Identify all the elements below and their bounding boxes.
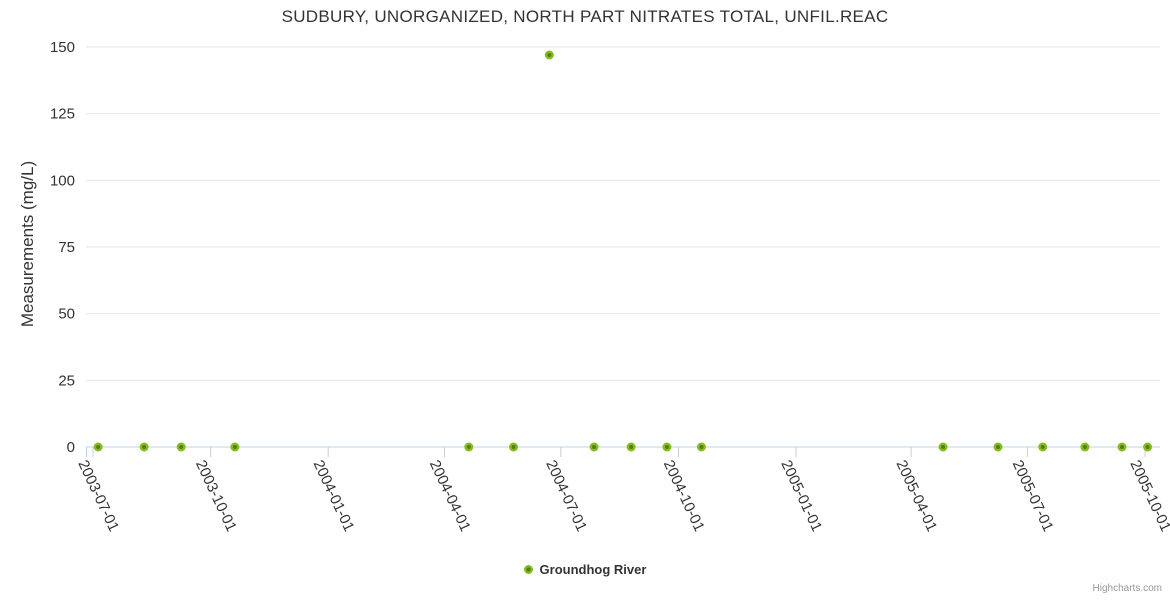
legend-item-groundhog-river[interactable]: Groundhog River: [0, 562, 1170, 577]
series-marker-icon: [523, 565, 533, 574]
y-axis-tick-label: 0: [67, 439, 75, 456]
data-point[interactable]: [139, 442, 149, 452]
data-point[interactable]: [176, 442, 186, 452]
data-point[interactable]: [544, 50, 554, 60]
x-axis-tick-label: 2004-04-01: [426, 458, 474, 535]
data-point[interactable]: [230, 442, 240, 452]
y-axis-tick-label: 150: [50, 39, 75, 56]
x-axis-tick-label: 2004-01-01: [310, 458, 358, 535]
x-axis-tick-label: 2005-01-01: [777, 458, 825, 535]
data-point[interactable]: [589, 442, 599, 452]
y-axis-tick-label: 100: [50, 172, 75, 189]
x-axis-tick-label: 2005-07-01: [1009, 458, 1057, 535]
x-axis-tick-label: 2005-04-01: [892, 458, 940, 535]
series-legend-label: Groundhog River: [539, 562, 647, 577]
data-point[interactable]: [509, 442, 519, 452]
y-axis-tick-label: 25: [58, 372, 75, 389]
highcharts-credit-link[interactable]: Highcharts.com: [1092, 583, 1162, 594]
x-axis-tick-label: 2003-07-01: [74, 458, 122, 535]
x-axis-tick-label: 2004-10-01: [660, 458, 708, 535]
data-point[interactable]: [1117, 442, 1127, 452]
data-point[interactable]: [626, 442, 636, 452]
data-point[interactable]: [1143, 442, 1153, 452]
y-axis-tick-label: 50: [58, 306, 75, 323]
data-point[interactable]: [1038, 442, 1048, 452]
chart-title: SUDBURY, UNORGANIZED, NORTH PART NITRATE…: [281, 7, 889, 26]
data-point[interactable]: [993, 442, 1003, 452]
data-point[interactable]: [938, 442, 948, 452]
x-axis-tick-label: 2004-07-01: [542, 458, 590, 535]
x-axis-tick-label: 2005-10-01: [1126, 458, 1170, 535]
data-point[interactable]: [696, 442, 706, 452]
data-point[interactable]: [93, 442, 103, 452]
data-point[interactable]: [662, 442, 672, 452]
data-point[interactable]: [464, 442, 474, 452]
y-axis-tick-label: 75: [58, 239, 75, 256]
x-axis-tick-label: 2003-10-01: [192, 458, 240, 535]
y-axis-tick-label: 125: [50, 106, 75, 123]
data-point[interactable]: [1080, 442, 1090, 452]
